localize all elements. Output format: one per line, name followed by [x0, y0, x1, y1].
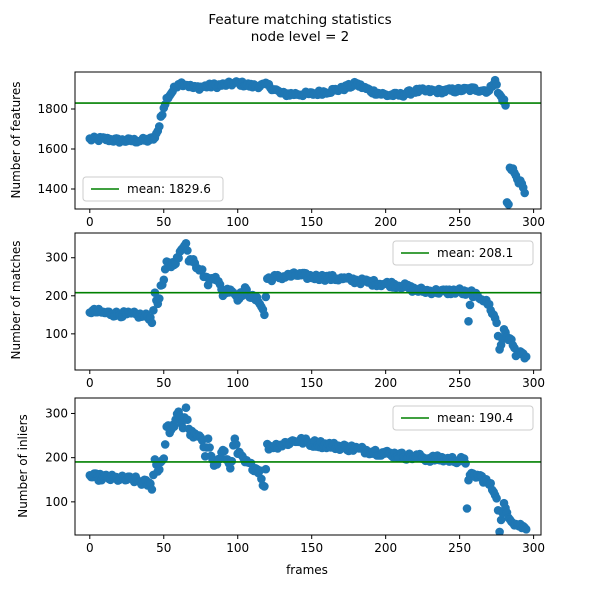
inliers-panel: Number of inliers 0 50 100 150 200 250 300 100 2… [16, 397, 545, 555]
matches-x-tick-label: 150 [300, 376, 323, 390]
inliers-y-tick-label: 100 [45, 495, 68, 509]
inliers-y-axis-label: Number of inliers [16, 414, 30, 518]
inliers-x-tick-label: 250 [448, 541, 471, 555]
x-axis-label: frames [286, 563, 328, 577]
inliers-data-point [203, 434, 213, 444]
inliers-x-tick-label: 300 [522, 541, 545, 555]
features-x-tick-label: 150 [300, 215, 323, 229]
inliers-data-point [181, 403, 191, 413]
inliers-x-tick-label: 50 [156, 541, 171, 555]
matches-x-tick-label: 100 [226, 376, 249, 390]
inliers-data-point [461, 459, 470, 468]
inliers-data-point [486, 479, 496, 488]
inliers-x-tick-label: 200 [374, 541, 397, 555]
matches-x-tick-label: 250 [448, 376, 471, 390]
matches-data-point [492, 318, 501, 328]
features-y-tick-label: 1400 [37, 182, 68, 196]
features-y-axis-label: Number of features [9, 82, 23, 199]
features-x-tick-label: 200 [374, 215, 397, 229]
matches-y-tick-label: 200 [45, 289, 68, 303]
features-legend: mean: 1829.6 [82, 176, 224, 202]
inliers-x-tick-label: 0 [86, 541, 94, 555]
matches-data-point [465, 300, 475, 310]
matches-data-point [261, 292, 271, 302]
inliers-data-point [205, 443, 214, 452]
matches-legend-label: mean: 208.1 [437, 246, 513, 260]
matches-data-point [181, 239, 191, 248]
inliers-x-tick-label: 150 [300, 541, 323, 555]
features-data-point [520, 188, 529, 198]
inliers-data-point [183, 415, 192, 425]
inliers-data-point [147, 485, 157, 494]
matches-data-point [464, 317, 473, 326]
features-x-tick-label: 100 [226, 215, 249, 229]
features-x-tick-label: 0 [86, 215, 94, 229]
matches-data-point [159, 275, 169, 285]
matches-x-tick-label: 300 [522, 376, 545, 390]
inliers-data-point [492, 494, 501, 503]
matches-axes-frame [74, 232, 542, 371]
features-legend-label: mean: 1829.6 [127, 182, 211, 196]
inliers-axes-frame [74, 397, 542, 536]
matches-x-tick-label: 50 [156, 376, 171, 390]
features-x-tick-label: 300 [522, 215, 545, 229]
features-data-point [158, 110, 167, 120]
inliers-data-point [495, 527, 504, 535]
inliers-data-point [169, 422, 179, 432]
inliers-data-point [160, 440, 170, 449]
inliers-x-tick-label: 100 [226, 541, 249, 555]
inliers-data-point [220, 446, 229, 456]
inliers-data-point [521, 525, 531, 534]
features-data-point [155, 122, 164, 131]
inliers-data-point [226, 464, 235, 473]
inliers-data-point [155, 465, 164, 474]
features-x-tick-label: 50 [156, 215, 171, 229]
inliers-data-point [232, 440, 241, 449]
inliers-data-point [496, 515, 506, 525]
inliers-data-point [159, 454, 169, 463]
features-y-tick-label: 1600 [37, 142, 68, 156]
matches-y-axis-label: Number of matches [9, 241, 23, 360]
matches-y-tick-label: 300 [45, 251, 68, 265]
inliers-data-point [261, 464, 271, 474]
matches-data-point [174, 253, 183, 263]
matches-y-tick-label: 100 [45, 327, 68, 341]
inliers-data-point [260, 482, 269, 491]
features-y-tick-label: 1800 [37, 102, 68, 116]
matches-panel: Number of matches 0 50 100 150 200 250 300 100 2… [9, 232, 545, 390]
matches-data-point [155, 294, 164, 303]
matches-data-point [149, 306, 158, 315]
figure-title-line1: Feature matching statistics [208, 12, 391, 28]
matches-data-point [521, 352, 531, 362]
matches-legend: mean: 208.1 [392, 240, 534, 266]
matches-x-tick-label: 200 [374, 376, 397, 390]
matches-data-point [260, 310, 269, 320]
features-axes-frame [74, 71, 542, 210]
features-data-point [492, 80, 501, 89]
features-data-point [504, 200, 513, 209]
inliers-y-tick-label: 300 [45, 406, 68, 420]
matches-data-point [197, 265, 207, 274]
matches-data-point [183, 246, 192, 255]
features-panel: Number of features 0 50 100 150 200 250 300 140… [9, 71, 545, 229]
inliers-data-point [462, 504, 472, 513]
inliers-legend: mean: 190.4 [392, 405, 534, 431]
features-points [85, 75, 529, 209]
features-x-tick-label: 250 [448, 215, 471, 229]
figure-title-line2: node level = 2 [251, 29, 350, 45]
inliers-y-tick-label: 200 [45, 451, 68, 465]
inliers-legend-label: mean: 190.4 [437, 411, 513, 425]
inliers-data-point [257, 474, 266, 484]
matches-data-point [147, 318, 157, 328]
matches-x-tick-label: 0 [86, 376, 94, 390]
